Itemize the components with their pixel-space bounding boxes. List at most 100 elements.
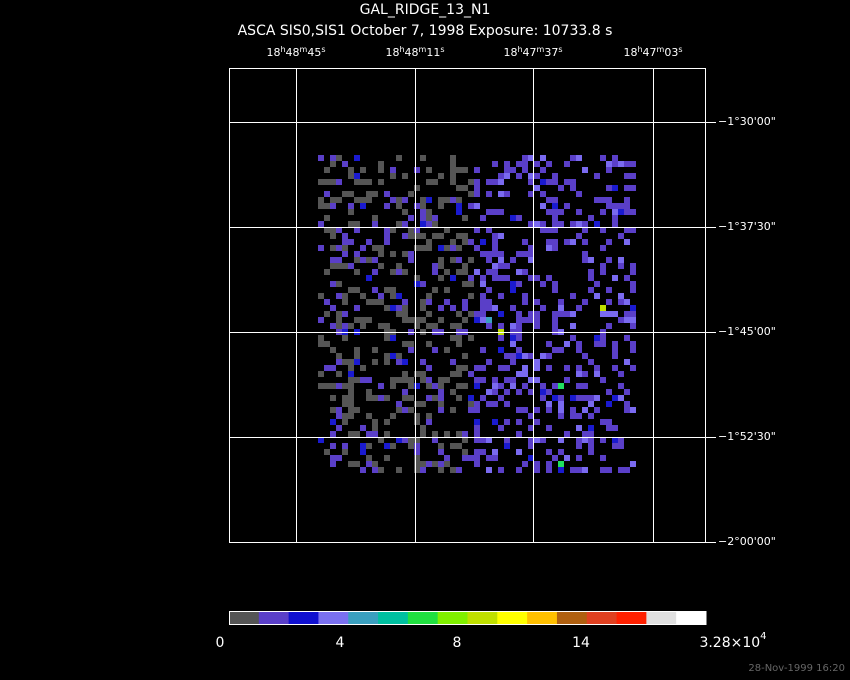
pixel — [540, 221, 546, 227]
pixel — [408, 251, 414, 257]
pixel — [558, 395, 564, 401]
pixel — [456, 203, 462, 209]
pixel — [570, 413, 576, 419]
pixel — [342, 449, 348, 455]
pixel — [336, 359, 342, 365]
pixel — [420, 233, 426, 239]
pixel — [594, 395, 600, 401]
pixel — [606, 167, 612, 173]
pixel — [348, 287, 354, 293]
pixel — [546, 179, 552, 185]
pixel — [540, 395, 546, 401]
pixel — [522, 383, 528, 389]
pixel — [360, 197, 366, 203]
pixel — [474, 245, 480, 251]
pixel — [522, 461, 528, 467]
pixel — [414, 449, 420, 455]
pixel — [492, 449, 498, 455]
ra-label-part: s — [558, 45, 562, 54]
colorbar-label: 8 — [453, 635, 462, 651]
pixel — [480, 317, 486, 323]
pixel — [540, 167, 546, 173]
colorbar-frame — [229, 611, 706, 625]
pixel — [540, 191, 546, 197]
pixel — [564, 161, 570, 167]
ra-label: 18h48m45s — [266, 45, 325, 60]
ra-label-part: h — [280, 45, 285, 54]
pixel — [600, 227, 606, 233]
pixel — [600, 305, 606, 311]
pixel — [618, 203, 624, 209]
pixel — [480, 311, 486, 317]
pixel — [540, 179, 546, 185]
pixel — [612, 437, 618, 443]
pixel — [624, 359, 630, 365]
pixel — [462, 269, 468, 275]
pixel — [546, 449, 552, 455]
pixel — [492, 389, 498, 395]
pixel — [516, 161, 522, 167]
pixel — [630, 317, 636, 323]
pixel — [612, 203, 618, 209]
dec-label: −1°52'30" — [718, 430, 776, 443]
pixel — [462, 239, 468, 245]
colorbar-swatch — [348, 611, 379, 625]
pixel — [612, 353, 618, 359]
pixel — [384, 227, 390, 233]
pixel — [396, 311, 402, 317]
pixel — [342, 443, 348, 449]
pixel — [564, 341, 570, 347]
ra-label-part: h — [517, 45, 522, 54]
pixel — [546, 365, 552, 371]
pixel — [510, 383, 516, 389]
pixel — [534, 173, 540, 179]
pixel — [324, 449, 330, 455]
pixel — [384, 239, 390, 245]
pixel — [438, 401, 444, 407]
pixel — [414, 323, 420, 329]
pixel — [360, 293, 366, 299]
pixel — [576, 155, 582, 161]
pixel — [528, 257, 534, 263]
pixel — [414, 167, 420, 173]
pixel — [582, 395, 588, 401]
pixel — [324, 215, 330, 221]
pixel — [432, 269, 438, 275]
pixel — [336, 455, 342, 461]
pixel — [348, 209, 354, 215]
pixel — [492, 179, 498, 185]
pixel — [420, 245, 426, 251]
pixel — [492, 233, 498, 239]
pixel — [516, 311, 522, 317]
pixel — [330, 281, 336, 287]
pixel — [414, 443, 420, 449]
pixel — [348, 461, 354, 467]
pixel — [360, 425, 366, 431]
pixel — [582, 239, 588, 245]
pixel — [348, 383, 354, 389]
pixel — [606, 185, 612, 191]
pixel — [576, 233, 582, 239]
pixel — [456, 371, 462, 377]
pixel — [474, 365, 480, 371]
pixel — [480, 215, 486, 221]
pixel — [336, 425, 342, 431]
pixel — [354, 173, 360, 179]
pixel — [384, 323, 390, 329]
pixel — [498, 395, 504, 401]
colorbar-label-part: 4 — [336, 635, 345, 651]
pixel — [504, 353, 510, 359]
pixel — [480, 239, 486, 245]
pixel — [474, 407, 480, 413]
pixel — [570, 155, 576, 161]
pixel — [564, 377, 570, 383]
pixel — [474, 179, 480, 185]
pixel — [486, 251, 492, 257]
pixel — [570, 221, 576, 227]
pixel — [354, 359, 360, 365]
pixel — [324, 227, 330, 233]
pixel — [342, 263, 348, 269]
pixel — [324, 269, 330, 275]
pixel — [354, 227, 360, 233]
pixel — [402, 251, 408, 257]
